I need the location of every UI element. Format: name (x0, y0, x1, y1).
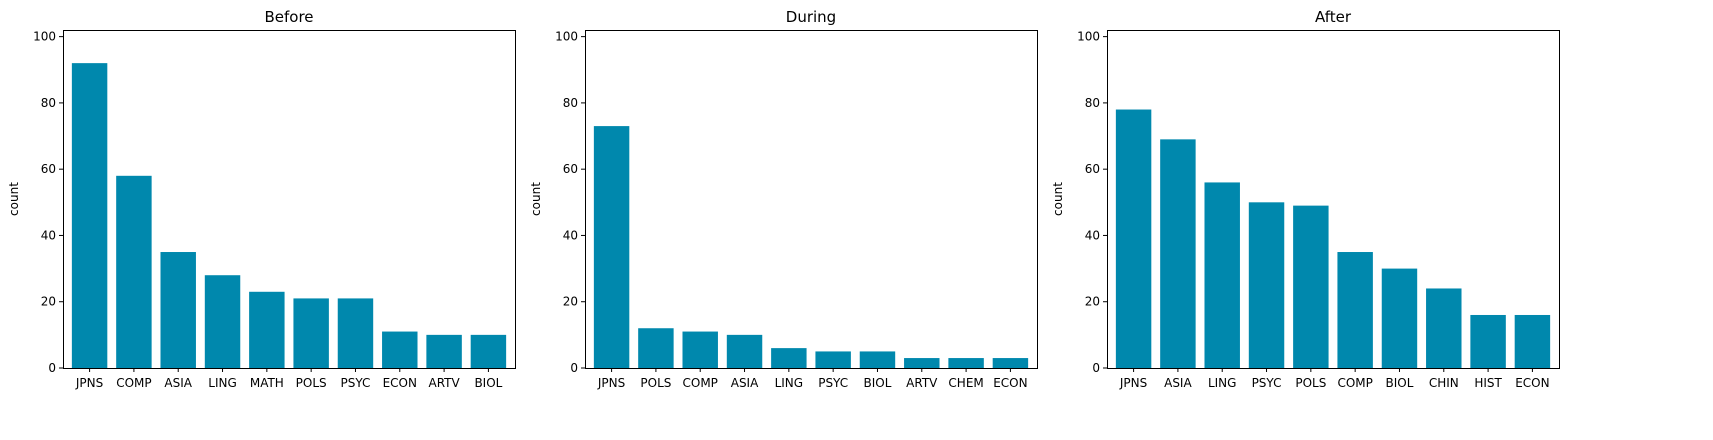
y-axis-label: count (529, 182, 543, 216)
y-tick-label: 40 (1085, 228, 1100, 242)
bar-asia (726, 334, 763, 368)
x-tick-label: ASIA (1164, 376, 1192, 390)
bar-comp (1337, 252, 1373, 368)
x-tick-label: COMP (683, 376, 718, 390)
bar-biol (859, 351, 896, 368)
x-tick-label: LING (1208, 376, 1237, 390)
x-tick-label: MATH (250, 376, 284, 390)
x-tick-label: COMP (116, 376, 151, 390)
bar-jpns (593, 126, 630, 368)
bar-jpns (71, 63, 108, 368)
x-tick-label: LING (208, 376, 237, 390)
bar-econ (992, 358, 1029, 368)
y-axis-label: count (7, 182, 21, 216)
x-tick-label: POLS (640, 376, 671, 390)
chart-panel-1: Before count JPNS COMP ASIA LING MATH POLS PSYC E… (7, 8, 516, 390)
y-tick-label: 20 (1085, 295, 1100, 309)
x-tick-label: BIOL (864, 376, 892, 390)
x-tick-label: JPNS (1119, 376, 1147, 390)
x-tick-label: ECON (993, 376, 1027, 390)
bar-comp (682, 331, 718, 368)
y-tick-label: 100 (555, 30, 578, 44)
x-tick-label: ASIA (164, 376, 192, 390)
x-tick-label: ARTV (906, 376, 938, 390)
y-axis-label: count (1051, 182, 1065, 216)
x-tick-label: ASIA (731, 376, 759, 390)
bar-ling (1204, 182, 1240, 368)
y-tick-label: 80 (41, 96, 56, 110)
bar-hist (1470, 314, 1506, 368)
bar-biol (1381, 268, 1418, 368)
x-tick-label: PSYC (1252, 376, 1282, 390)
bar-econ (382, 331, 418, 368)
x-tick-label: CHIN (1429, 376, 1459, 390)
chart-panel-3: After count JPNS ASIA LING PSYC POLS COMP BIOL CH… (1051, 8, 1560, 390)
y-tick-label: 0 (48, 361, 56, 375)
x-tick-label: HIST (1474, 376, 1502, 390)
bar-artv (904, 358, 940, 368)
x-tick-label: PSYC (341, 376, 371, 390)
bar-pols (1293, 205, 1329, 368)
x-tick-label: POLS (1295, 376, 1326, 390)
y-tick-label: 0 (570, 361, 578, 375)
chart-title: After (1315, 8, 1352, 26)
x-tick-label: ARTV (428, 376, 460, 390)
bar-econ (1514, 314, 1551, 368)
y-tick-label: 80 (563, 96, 578, 110)
x-tick-label: BIOL (1386, 376, 1414, 390)
x-tick-label: ECON (1515, 376, 1549, 390)
bar-psyc (337, 298, 374, 368)
x-tick-label: JPNS (597, 376, 625, 390)
bar-pols (638, 328, 674, 368)
bar-psyc (1248, 202, 1285, 368)
chart-title: During (786, 8, 836, 26)
y-tick-label: 60 (1085, 162, 1100, 176)
y-tick-label: 20 (41, 295, 56, 309)
x-tick-label: BIOL (474, 376, 502, 390)
chart-title: Before (264, 8, 313, 26)
bar-comp (116, 175, 152, 368)
y-tick-label: 40 (41, 228, 56, 242)
y-tick-label: 60 (41, 162, 56, 176)
y-tick-label: 20 (563, 295, 578, 309)
bar-biol (470, 334, 507, 368)
x-tick-label: LING (775, 376, 804, 390)
bar-asia (160, 252, 196, 368)
bar-asia (1160, 139, 1196, 368)
plot-frame (63, 30, 516, 369)
bar-artv (426, 334, 462, 368)
bar-psyc (815, 351, 851, 368)
y-tick-label: 100 (1077, 30, 1100, 44)
plot-frame (585, 30, 1038, 369)
plot-frame (1107, 30, 1560, 369)
bar-chem (948, 358, 984, 368)
x-tick-label: JPNS (75, 376, 103, 390)
bar-jpns (1115, 109, 1152, 368)
bar-ling (771, 348, 807, 368)
bar-ling (204, 275, 241, 368)
chart-panel-2: During count JPNS POLS COMP ASIA LING PSYC BIOL A… (529, 8, 1038, 390)
y-tick-label: 80 (1085, 96, 1100, 110)
y-tick-label: 40 (563, 228, 578, 242)
y-tick-label: 0 (1092, 361, 1100, 375)
bar-pols (293, 298, 329, 368)
x-tick-label: ECON (383, 376, 417, 390)
x-tick-label: POLS (296, 376, 327, 390)
bar-math (249, 291, 285, 368)
x-tick-label: PSYC (818, 376, 848, 390)
x-tick-label: CHEM (948, 376, 983, 390)
x-tick-label: COMP (1337, 376, 1372, 390)
bar-chin (1426, 288, 1462, 368)
y-tick-label: 100 (33, 30, 56, 44)
y-tick-label: 60 (563, 162, 578, 176)
